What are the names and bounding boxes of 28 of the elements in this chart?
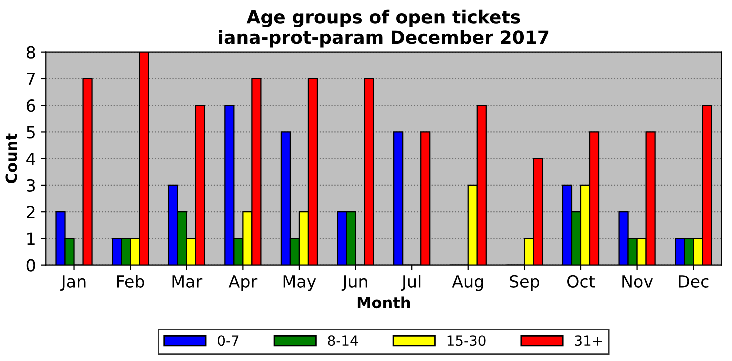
y-tick-label: 3	[27, 179, 36, 192]
x-tick-label: Jun	[342, 276, 368, 292]
y-axis-title: Count	[6, 134, 18, 184]
x-tick-label: Jul	[401, 275, 421, 292]
legend-label: 0-7	[218, 336, 239, 346]
x-tick-label: Nov	[622, 276, 654, 288]
y-tick-label: 1	[28, 232, 35, 246]
x-tick-label: Aug	[452, 276, 484, 292]
y-tick-label: 5	[27, 126, 35, 139]
y-tick-label: 0	[26, 259, 36, 272]
x-axis-title: Month	[358, 296, 410, 309]
x-tick-label: Sep	[510, 275, 540, 292]
chart-title: Age groups of open tickets iana-prot-param December 2017	[219, 10, 549, 48]
x-tick-label: May	[284, 276, 316, 292]
x-tick-label: Jan	[60, 276, 86, 292]
y-tick-label: 6	[26, 100, 36, 112]
y-tick-label: 2	[27, 206, 35, 218]
x-tick-label: Feb	[117, 275, 144, 288]
legend-label: 15-30	[448, 336, 486, 346]
x-tick-label: Mar	[172, 276, 203, 288]
y-tick-label: 8	[26, 46, 36, 59]
x-tick-label: Apr	[228, 276, 258, 292]
y-tick-label: 4	[26, 153, 36, 166]
y-tick-label: 7	[27, 73, 35, 86]
x-tick-label: Oct	[568, 275, 596, 288]
legend-label: 8-14	[328, 336, 358, 346]
x-tick-label: Dec	[679, 276, 709, 288]
legend-label: 31+	[575, 336, 602, 346]
